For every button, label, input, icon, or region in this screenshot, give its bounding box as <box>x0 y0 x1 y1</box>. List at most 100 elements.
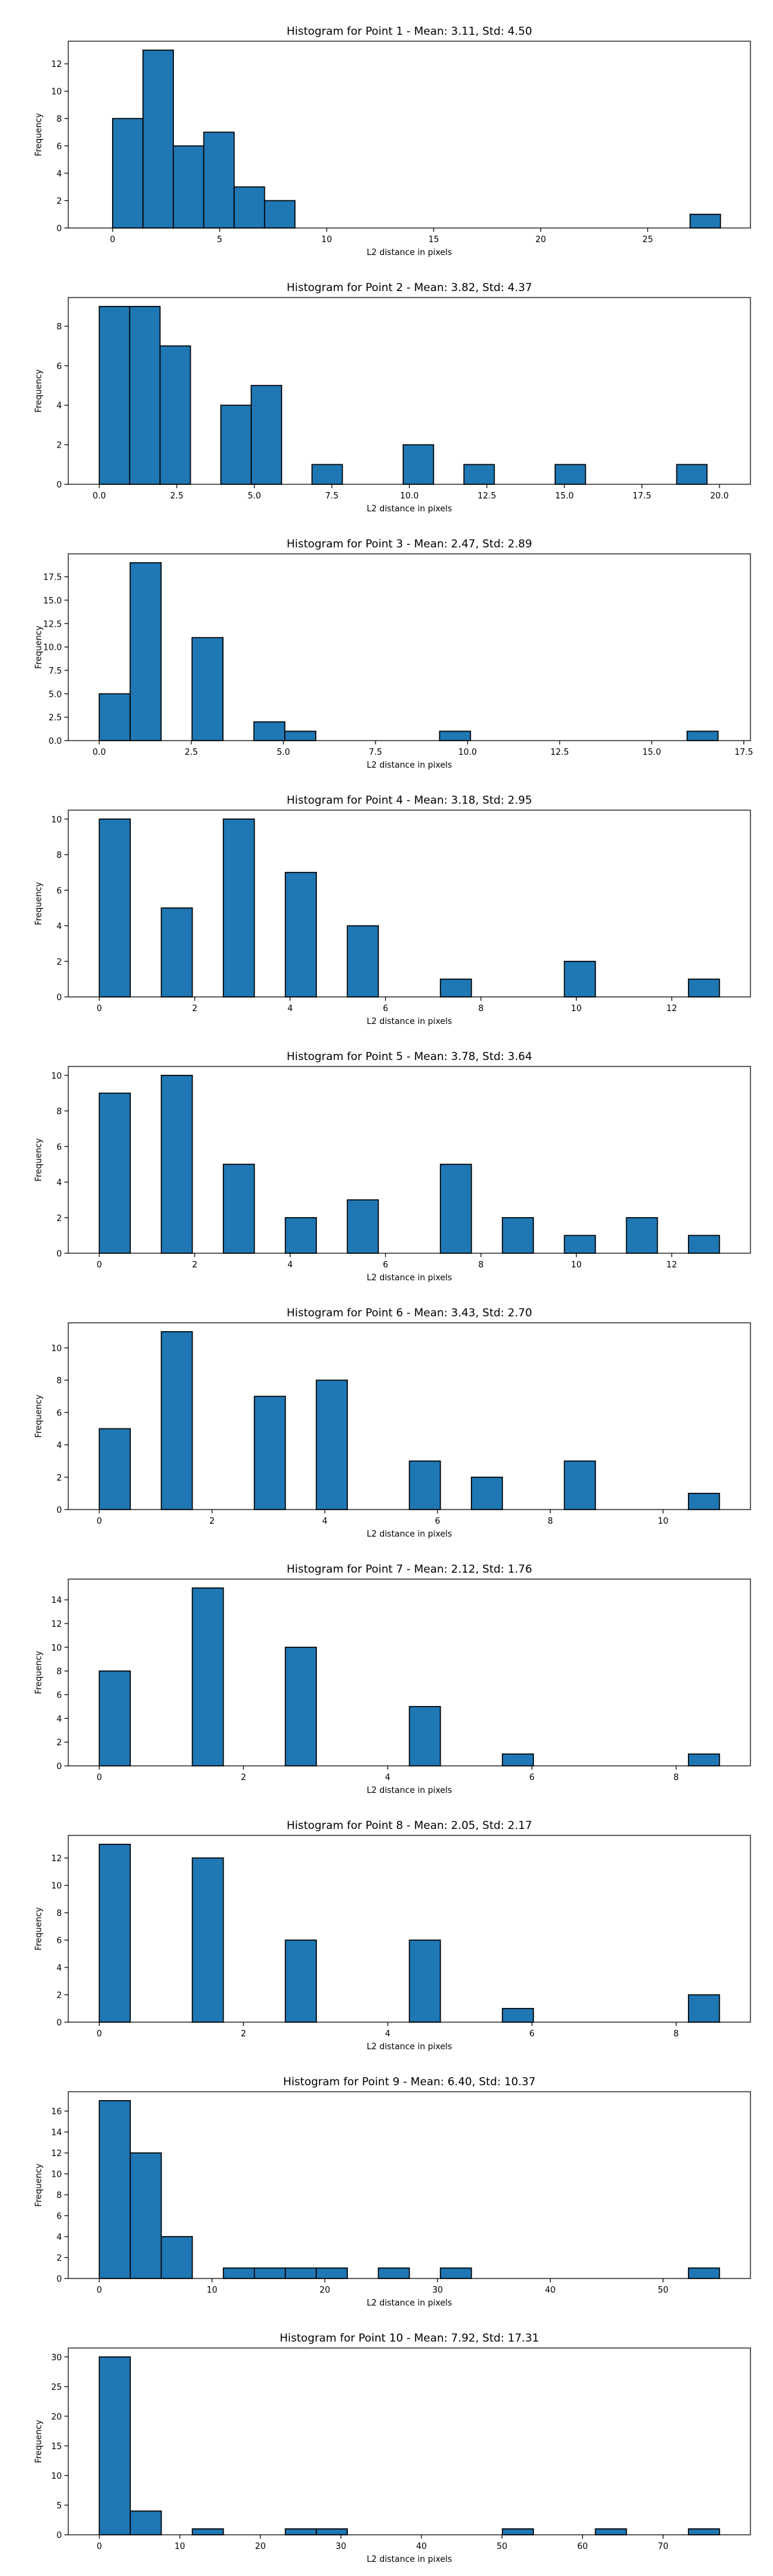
histogram-bar <box>687 1493 720 1510</box>
y-tick-label: 6 <box>57 1691 62 1701</box>
x-tick-label: 6 <box>383 1004 388 1014</box>
histogram-bar <box>220 404 252 485</box>
y-tick-label: 2 <box>57 2254 62 2264</box>
y-tick-label: 4 <box>57 1179 62 1188</box>
histogram-panel-7: Histogram for Point 7 - Mean: 2.12, Std:… <box>34 1563 751 1795</box>
x-tick-label: 5 <box>217 235 222 245</box>
x-tick-label: 12.5 <box>477 491 496 501</box>
chart-title: Histogram for Point 5 - Mean: 3.78, Std:… <box>287 1050 532 1063</box>
x-tick-label: 5.0 <box>247 491 261 501</box>
histogram-bar <box>687 1235 720 1254</box>
x-tick-label: 30 <box>432 2286 443 2295</box>
x-tick-label: 2 <box>192 1004 197 1014</box>
y-axis-label: Frequency <box>34 2163 44 2206</box>
x-tick-label: 8 <box>478 1260 483 1270</box>
y-tick-label: 0 <box>57 2531 62 2541</box>
y-tick-label: 15 <box>51 2442 62 2452</box>
y-tick-label: 8 <box>57 1909 62 1918</box>
histogram-bar <box>191 637 224 741</box>
histogram-bar <box>502 1753 534 1766</box>
histogram-panel-8: Histogram for Point 8 - Mean: 2.05, Std:… <box>34 1819 751 2052</box>
histogram-bar <box>285 2267 317 2279</box>
x-tick-label: 7.5 <box>325 491 339 501</box>
histogram-bar <box>99 693 131 741</box>
x-tick-label: 0 <box>110 235 115 245</box>
x-tick-label: 0 <box>97 2286 102 2295</box>
y-tick-label: 8 <box>57 115 62 124</box>
x-tick-label: 20 <box>535 235 546 245</box>
x-tick-label: 2.5 <box>185 748 198 757</box>
x-tick-label: 8 <box>674 1773 679 1783</box>
histogram-bar <box>316 1379 348 1510</box>
chart-title: Histogram for Point 2 - Mean: 3.82, Std:… <box>287 281 532 294</box>
x-tick-label: 0 <box>97 1004 102 1014</box>
y-tick-label: 10 <box>51 88 62 97</box>
chart-title: Histogram for Point 10 - Mean: 7.92, Std… <box>280 2332 539 2345</box>
y-tick-label: 10 <box>51 1072 62 1081</box>
histogram-bar <box>408 1706 441 1766</box>
y-tick-label: 8 <box>57 851 62 860</box>
chart-title: Histogram for Point 4 - Mean: 3.18, Std:… <box>287 794 532 807</box>
chart-title: Histogram for Point 8 - Mean: 2.05, Std:… <box>287 1819 532 1832</box>
histogram-bar <box>687 2267 720 2279</box>
y-tick-label: 2 <box>57 1473 62 1483</box>
histogram-bar <box>311 464 343 485</box>
x-tick-label: 17.5 <box>734 748 753 757</box>
x-axis-label: L2 distance in pixels <box>367 2555 452 2564</box>
y-tick-label: 20 <box>51 2412 62 2422</box>
y-tick-label: 14 <box>51 1596 62 1605</box>
y-tick-label: 10 <box>51 1882 62 1891</box>
histogram-bar <box>502 2007 534 2023</box>
y-tick-label: 0 <box>57 993 62 1003</box>
y-tick-label: 4 <box>57 401 62 411</box>
histogram-bar <box>595 2528 627 2535</box>
x-axis-label: L2 distance in pixels <box>367 2298 452 2308</box>
y-axis-label: Frequency <box>34 1138 44 1181</box>
x-tick-label: 50 <box>658 2286 669 2295</box>
histogram-bar <box>439 2267 472 2279</box>
histogram-bar <box>687 2528 720 2535</box>
y-tick-label: 8 <box>57 1667 62 1677</box>
histogram-panel-1: Histogram for Point 1 - Mean: 3.11, Std:… <box>34 25 751 258</box>
x-tick-label: 4 <box>287 1260 292 1270</box>
histogram-bar <box>347 1199 379 1254</box>
y-tick-label: 15.0 <box>43 596 62 606</box>
histogram-panel-5: Histogram for Point 5 - Mean: 3.78, Std:… <box>34 1050 751 1283</box>
x-tick-label: 2.5 <box>170 491 184 501</box>
x-tick-label: 12 <box>667 1004 678 1014</box>
axes-frame <box>68 1578 751 1766</box>
x-tick-label: 60 <box>577 2542 588 2552</box>
y-tick-label: 7.5 <box>48 667 62 676</box>
axes-frame <box>68 553 751 741</box>
y-tick-label: 2 <box>57 441 62 451</box>
y-tick-label: 2 <box>57 958 62 967</box>
histogram-bar <box>173 145 205 229</box>
y-tick-label: 4 <box>57 922 62 932</box>
histogram-bar <box>222 2267 255 2279</box>
histogram-panel-9: Histogram for Point 9 - Mean: 6.40, Std:… <box>34 2076 751 2308</box>
histogram-bar <box>463 464 495 485</box>
x-axis-label: L2 distance in pixels <box>367 2042 452 2052</box>
histogram-bar <box>160 1331 193 1510</box>
axes-frame <box>68 1066 751 1254</box>
histogram-bar <box>686 730 719 741</box>
x-tick-label: 5.0 <box>277 748 291 757</box>
histogram-bar <box>129 562 162 741</box>
histogram-bar <box>285 2528 317 2535</box>
y-tick-label: 17.5 <box>43 573 62 583</box>
x-tick-label: 25 <box>642 235 653 245</box>
x-tick-label: 2 <box>192 1260 197 1270</box>
x-tick-label: 0 <box>97 1260 102 1270</box>
histogram-bar <box>251 384 282 485</box>
y-axis-label: Frequency <box>34 113 44 156</box>
y-tick-label: 4 <box>57 1714 62 1724</box>
y-tick-label: 10 <box>51 2472 62 2481</box>
y-tick-label: 2 <box>57 1214 62 1224</box>
axes-frame <box>68 2091 751 2279</box>
x-tick-label: 6 <box>530 2029 535 2039</box>
histogram-bar <box>129 2510 162 2535</box>
y-axis-label: Frequency <box>34 625 44 668</box>
x-tick-label: 4 <box>385 1773 390 1783</box>
x-tick-label: 2 <box>209 1517 215 1526</box>
y-tick-label: 30 <box>51 2353 62 2363</box>
